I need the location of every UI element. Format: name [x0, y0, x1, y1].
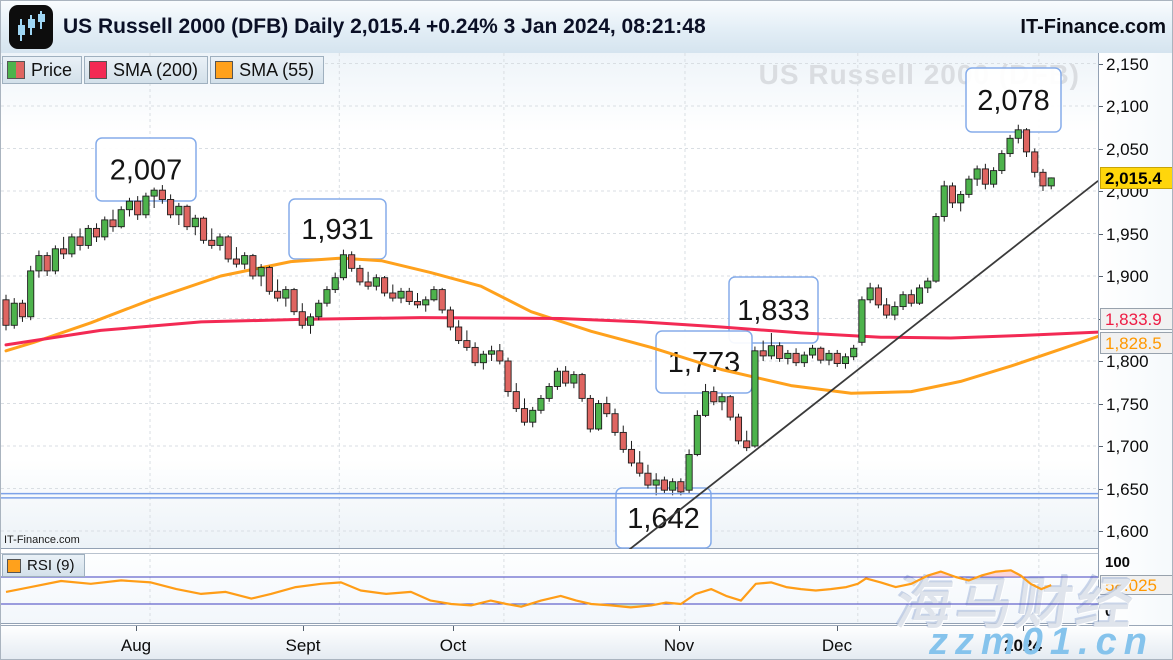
watermark-instrument: US Russell 2000 (DFB): [758, 59, 1080, 90]
price-tick-mark: [1099, 276, 1103, 277]
price-tick-mark: [1099, 361, 1103, 362]
last-price-tag: 2,015.4: [1100, 166, 1172, 189]
price-tick-label: 2,100: [1106, 97, 1149, 116]
date-tick-mark: [679, 626, 680, 631]
chart-header: US Russell 2000 (DFB) Daily 2,015.4 +0.2…: [1, 1, 1172, 54]
price-tick-mark: [1099, 403, 1103, 405]
rsi-tick-label: 0: [1105, 603, 1114, 620]
price-tick-mark: [1099, 488, 1103, 490]
price-axis-panel[interactable]: 2,1502,1002,0502,0001,9501,9001,8501,800…: [1098, 53, 1172, 625]
price-tick-label: 1,950: [1106, 224, 1149, 244]
price-tick-label: 1,750: [1106, 394, 1149, 414]
instrument-title: US Russell 2000 (DFB) Daily 2,015.4 +0.2…: [63, 15, 706, 38]
legend-swatch-icon: [215, 61, 234, 79]
rsi-tick-label: 100: [1105, 554, 1131, 571]
legend-label: SMA (55): [239, 59, 315, 80]
price-tick-mark: [1099, 106, 1103, 107]
price-tick-label: 2,150: [1106, 54, 1149, 74]
price-tick-mark: [1099, 446, 1103, 447]
price-tick-mark: [1099, 233, 1103, 235]
date-tick-mark: [1023, 626, 1024, 631]
sma55-value-tag: 1,828.5: [1100, 331, 1172, 354]
logo-candles-glyph: [18, 11, 45, 41]
date-label[interactable]: Sept: [285, 636, 321, 655]
price-pane[interactable]: [1, 53, 1098, 549]
vendor-label: IT-Finance.com: [4, 534, 80, 546]
price-tick-label: 1,600: [1106, 522, 1149, 541]
date-tick-mark: [453, 626, 454, 631]
legend-swatch-icon: [89, 61, 108, 79]
price-tick-label: 1,900: [1106, 267, 1149, 286]
date-tick-mark: [136, 626, 137, 631]
legend-item-sma-200-[interactable]: SMA (200): [84, 56, 209, 84]
legend-item-price[interactable]: Price: [2, 56, 83, 84]
sma200-value-tag: 1,833.9: [1100, 308, 1172, 331]
date-label[interactable]: Oct: [439, 636, 467, 655]
price-tick-label: 1,800: [1106, 352, 1149, 371]
main-legend: Price SMA (200) SMA (55): [2, 56, 325, 84]
date-label[interactable]: Aug: [120, 636, 152, 655]
date-label[interactable]: 2024: [1004, 636, 1042, 655]
price-tick-label: 1,650: [1106, 479, 1149, 499]
legend-item-sma-55-[interactable]: SMA (55): [210, 56, 325, 84]
candlestick-logo-icon[interactable]: [9, 5, 53, 49]
rsi-legend-label: RSI (9): [27, 557, 75, 574]
rsi-swatch-icon: [7, 558, 21, 573]
watermark-site-url: zzm01.cn: [929, 621, 1154, 660]
legend-swatch-icon: [7, 61, 25, 79]
price-tick-mark: [1099, 531, 1103, 532]
date-label[interactable]: Dec: [821, 636, 853, 655]
price-tick-mark: [1099, 63, 1103, 65]
rsi-legend: RSI (9): [2, 554, 85, 577]
date-label[interactable]: Nov: [663, 636, 695, 655]
price-tick-mark: [1099, 148, 1103, 150]
brand-label: IT-Finance.com: [1020, 16, 1166, 38]
price-tick-label: 1,700: [1106, 437, 1149, 456]
legend-label: SMA (200): [113, 59, 199, 80]
price-tick-mark: [1099, 191, 1103, 192]
legend-item-rsi[interactable]: RSI (9): [2, 554, 85, 577]
legend-label: Price: [31, 59, 73, 80]
date-tick-mark: [303, 626, 304, 631]
rsi-value-tag: 58.025: [1100, 575, 1172, 596]
date-tick-mark: [837, 626, 838, 631]
date-axis[interactable]: Aug Sept Oct Nov Dec 2024: [1, 625, 1172, 659]
price-tick-label: 2,050: [1106, 139, 1149, 159]
